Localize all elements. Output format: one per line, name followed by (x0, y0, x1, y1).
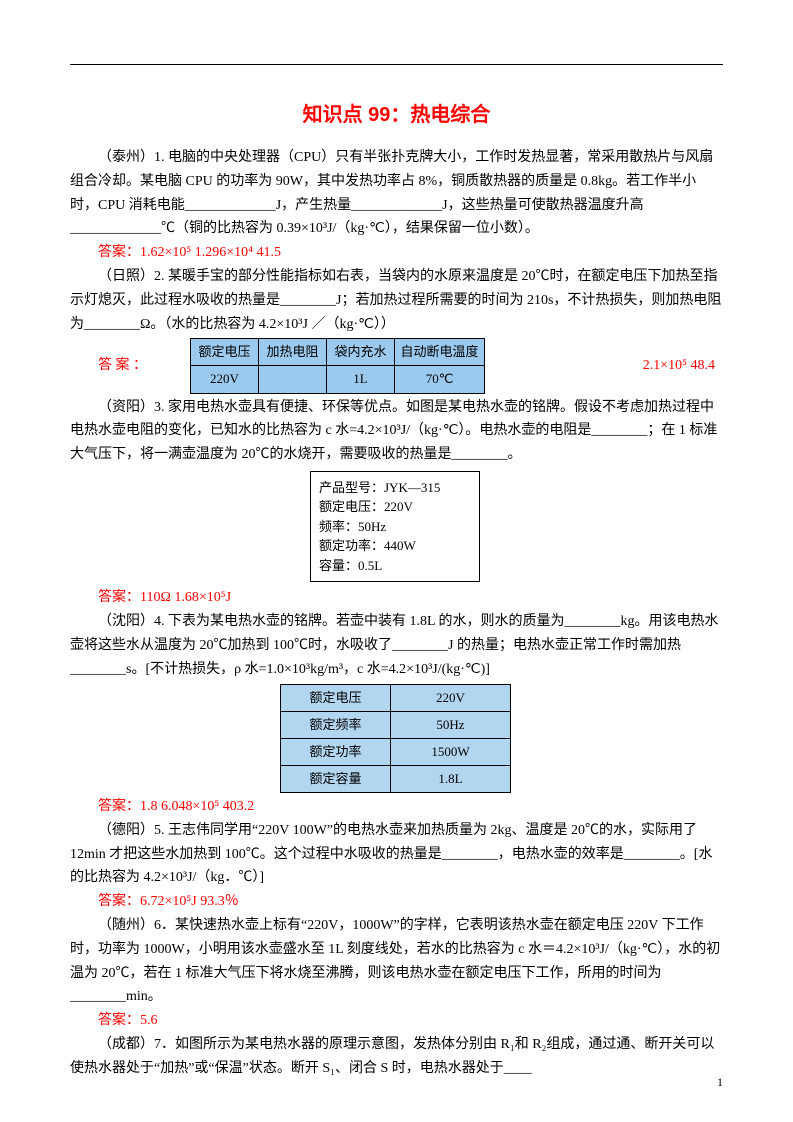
q3-box-l2: 额定电压：220V (319, 497, 471, 517)
q2-answer-value: 2.1×10⁵ 48.4 (643, 354, 723, 378)
q2-th-1: 额定电压 (191, 339, 259, 366)
q3-box-l1: 产品型号：JYK—315 (319, 478, 471, 498)
q3-box-l5: 容量：0.5L (319, 556, 471, 576)
q5-text: （德阳）5. 王志伟同学用“220V 100W”的电热水壶来加热质量为 2kg、… (70, 819, 723, 890)
q4-text: （沈阳）4. 下表为某电热水壶的铭牌。若壶中装有 1.8L 的水，则水的质量为_… (70, 610, 723, 681)
q1-text: （泰州）1. 电脑的中央处理器（CPU）只有半张扑克牌大小，工作时发热显著，常采… (70, 146, 723, 241)
q2-td-3: 1L (327, 366, 395, 393)
q5-answer: 答案：6.72×10⁵J 93.3％ (70, 890, 723, 914)
q3-box-l3: 频率：50Hz (319, 517, 471, 537)
q7-text: （成都）7．如图所示为某电热水器的原理示意图，发热体分别由 R₁和 R₂组成，通… (70, 1033, 723, 1081)
q4-r2c1: 额定频率 (281, 711, 391, 738)
q4-r1c2: 220V (391, 684, 511, 711)
q4-r3c1: 额定功率 (281, 738, 391, 765)
q6-text: （随州）6．某快速热水壶上标有“220V，1000W”的字样，它表明该热水壶在额… (70, 914, 723, 1009)
q1-answer: 答案：1.62×10⁵ 1.296×10⁴ 41.5 (70, 241, 723, 265)
q2-text: （日照）2. 某暖手宝的部分性能指标如右表，当袋内的水原来温度是 20℃时，在额… (70, 265, 723, 336)
top-rule (70, 64, 723, 65)
q4-answer: 答案：1.8 6.048×10⁵ 403.2 (70, 795, 723, 819)
q2-td-2 (259, 366, 327, 393)
q2-th-4: 自动断电温度 (395, 339, 485, 366)
page-title: 知识点 99：热电综合 (70, 98, 723, 132)
q3-box-l4: 额定功率：440W (319, 536, 471, 556)
q2-answer-row: 答 案 ： 额定电压 加热电阻 袋内充水 自动断电温度 220V 1L 70℃ … (70, 336, 723, 395)
q2-td-4: 70℃ (395, 366, 485, 393)
q4-r4c2: 1.8L (391, 765, 511, 792)
q2-td-1: 220V (191, 366, 259, 393)
page-number: 1 (717, 1072, 723, 1092)
q3-text: （资阳）3. 家用电热水壶具有便捷、环保等优点。如图是某电热水壶的铭牌。假设不考… (70, 396, 723, 467)
q3-infobox: 产品型号：JYK—315 额定电压：220V 频率：50Hz 额定功率：440W… (310, 471, 480, 583)
q2-th-3: 袋内充水 (327, 339, 395, 366)
q4-r4c1: 额定容量 (281, 765, 391, 792)
q2-answer-label: 答 案 ： (70, 354, 190, 378)
q3-answer: 答案：110Ω 1.68×10⁵J (70, 586, 723, 610)
q2-table: 额定电压 加热电阻 袋内充水 自动断电温度 220V 1L 70℃ (190, 338, 485, 393)
q4-r2c2: 50Hz (391, 711, 511, 738)
q2-th-2: 加热电阻 (259, 339, 327, 366)
q4-table: 额定电压220V 额定频率50Hz 额定功率1500W 额定容量1.8L (280, 684, 511, 793)
q4-r3c2: 1500W (391, 738, 511, 765)
q4-r1c1: 额定电压 (281, 684, 391, 711)
q6-answer: 答案：5.6 (70, 1009, 723, 1033)
